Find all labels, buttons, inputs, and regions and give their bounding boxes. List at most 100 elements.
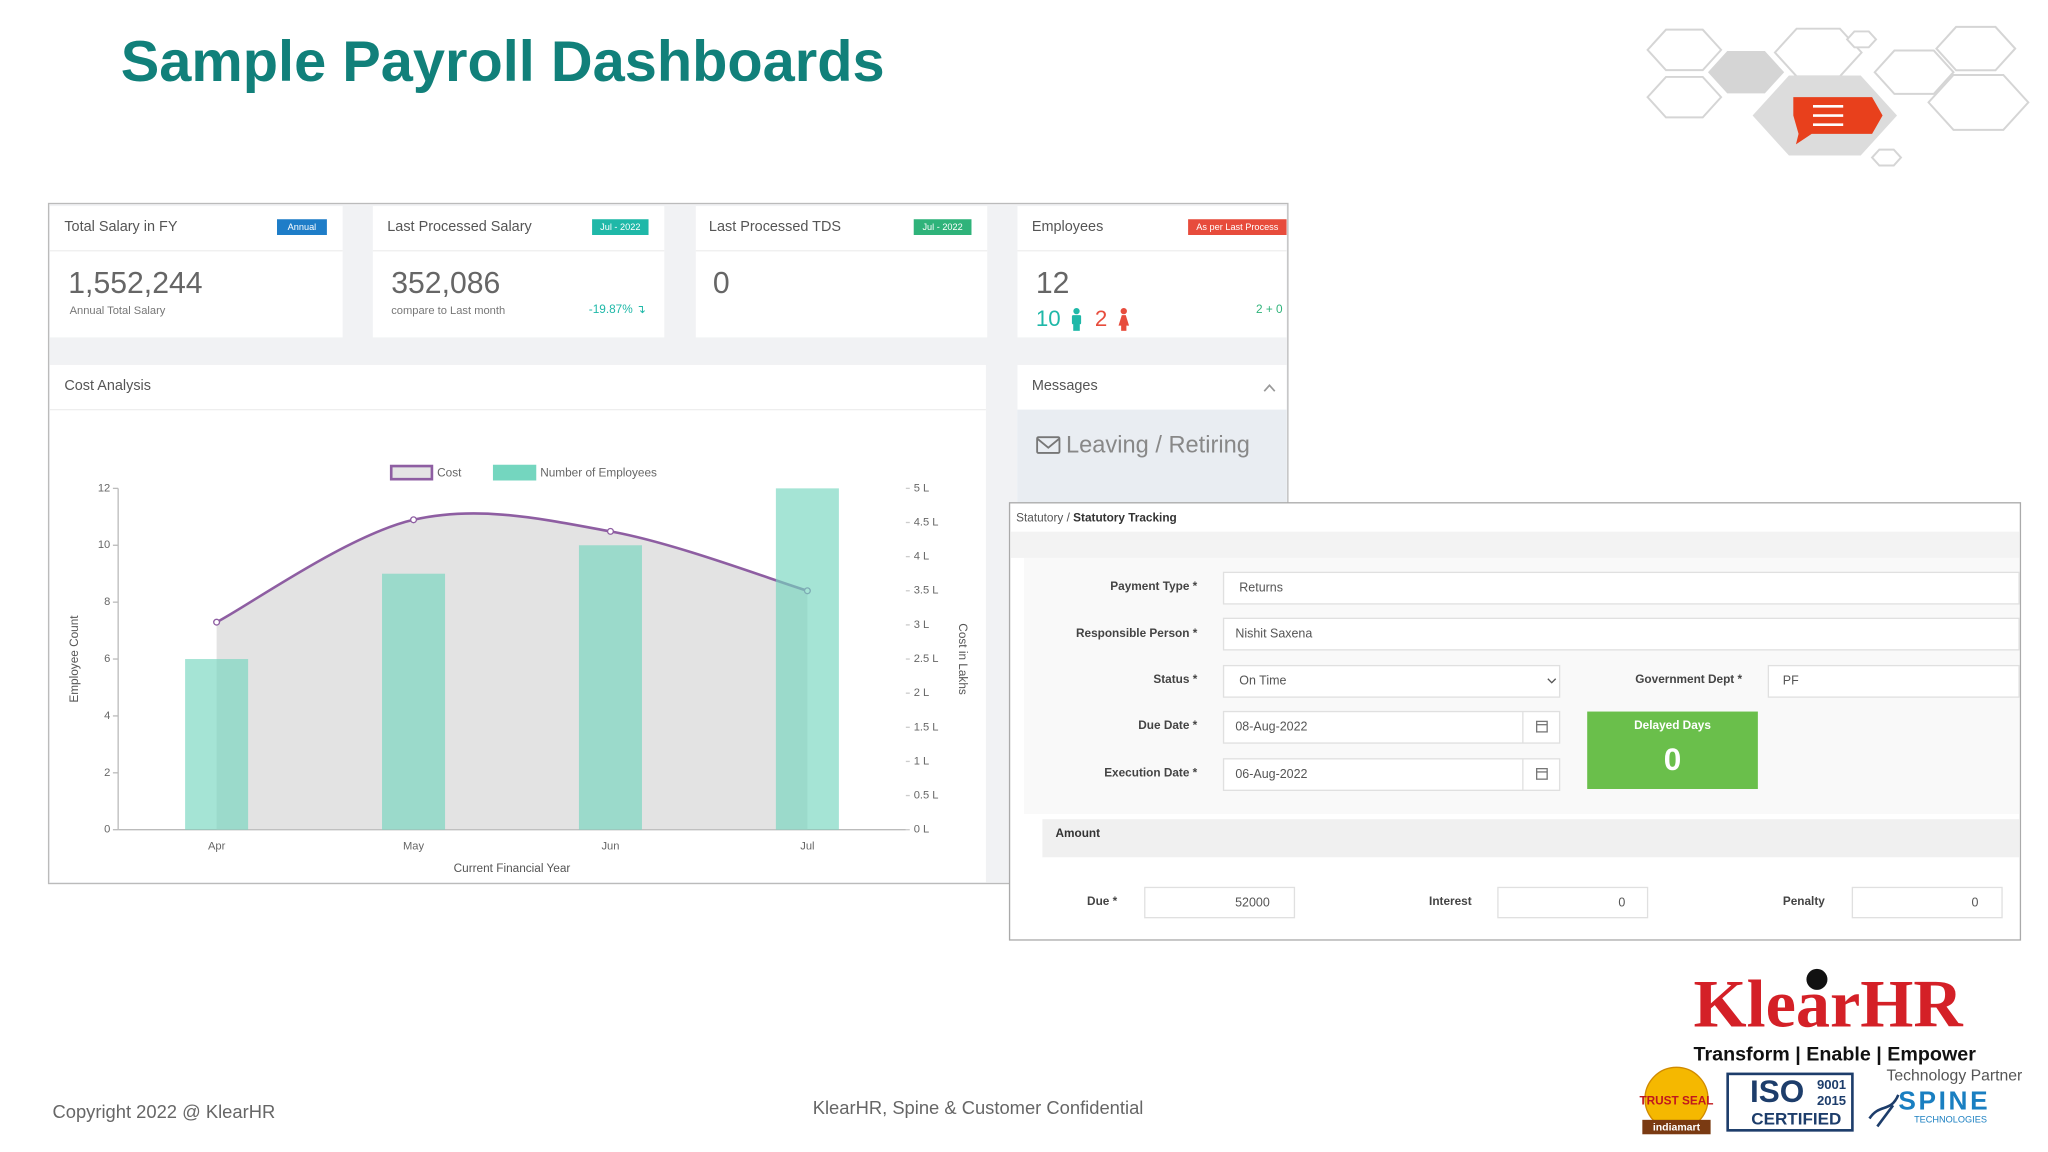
- input-value: Returns: [1239, 580, 1283, 594]
- y2-tick-label: 3.5 L: [914, 585, 939, 597]
- x-tick-label: Apr: [208, 841, 226, 853]
- field-label: Payment Type *: [1110, 579, 1197, 593]
- input[interactable]: [1767, 664, 2020, 698]
- field-label: Due Date *: [1138, 718, 1197, 732]
- female-icon: [1118, 307, 1130, 331]
- card-title: Employees: [1032, 219, 1103, 235]
- input[interactable]: [1222, 710, 1561, 744]
- card-caption: compare to Last month: [391, 305, 505, 317]
- calendar-icon[interactable]: [1536, 768, 1548, 780]
- card: Last Processed Salary Jul - 2022 352,086…: [372, 206, 665, 338]
- partner-label: Technology Partner: [1887, 1068, 2023, 1085]
- card-title: Last Processed Salary: [387, 219, 532, 235]
- hexagon: [1873, 49, 1955, 95]
- chat-icon: [1793, 97, 1883, 145]
- point: [213, 618, 221, 626]
- input[interactable]: [1144, 886, 1296, 919]
- card-value: 12: [1036, 267, 1070, 300]
- badge: [277, 219, 327, 235]
- y-tick-label: 6: [104, 653, 110, 665]
- card-caption: Annual Total Salary: [70, 305, 166, 317]
- hexagon: [1935, 25, 2017, 72]
- collapse-icon[interactable]: [1263, 384, 1276, 392]
- badge-text: Annual: [288, 222, 317, 232]
- field-label: Interest: [1429, 894, 1472, 908]
- slide-title: Sample Payroll Dashboards: [121, 30, 885, 94]
- line: [216, 512, 808, 624]
- hexagon: [1870, 148, 1903, 167]
- input[interactable]: [1497, 886, 1649, 919]
- message-item[interactable]: Leaving / Retiring: [1066, 433, 1250, 459]
- legend-label: Cost: [437, 465, 462, 479]
- spine-mark: [1868, 1094, 1900, 1128]
- input[interactable]: [1222, 617, 2020, 651]
- seal-ribbon: [1642, 1119, 1711, 1135]
- tagline: Transform | Enable | Empower: [1694, 1044, 1977, 1066]
- y-tick-label: 10: [98, 539, 110, 551]
- field-label: Due *: [1087, 894, 1118, 908]
- hexagon: [1845, 30, 1878, 49]
- bar: [382, 573, 446, 830]
- field-label: Execution Date *: [1104, 765, 1197, 779]
- y2-axis-label: Cost in Lakhs: [956, 623, 970, 695]
- panel-title: Cost Analysis: [64, 378, 151, 394]
- y2-tick-label: 3 L: [914, 619, 930, 631]
- logo-dot: [1806, 968, 1828, 990]
- y-axis-label: Employee Count: [67, 615, 81, 703]
- iso-badge: [1726, 1072, 1854, 1132]
- card-value: 352,086: [391, 267, 500, 300]
- hexagon: [1773, 27, 1863, 78]
- iso-text: ISO: [1750, 1073, 1804, 1109]
- input-value: 0: [1618, 896, 1625, 910]
- y-tick-label: 12: [98, 482, 110, 494]
- input[interactable]: [1222, 571, 2020, 605]
- y2-tick-label: 0 L: [914, 824, 930, 836]
- iso-certified: CERTIFIED: [1751, 1109, 1841, 1128]
- employee-extra: 2 + 0: [1256, 302, 1283, 316]
- field-label: Responsible Person *: [1076, 626, 1198, 640]
- point: [409, 516, 418, 524]
- strip: [1010, 531, 2020, 558]
- badge: [592, 219, 649, 235]
- select-arrow: [1547, 678, 1557, 684]
- input-value: 0: [1971, 896, 1978, 910]
- bar: [578, 545, 642, 830]
- iso-number: 9001: [1817, 1077, 1846, 1092]
- legend-swatch: [492, 464, 537, 481]
- field-label: Penalty: [1783, 894, 1825, 908]
- copyright: Copyright 2022 @ KlearHR: [53, 1101, 276, 1122]
- breadcrumb-current: Statutory Tracking: [1073, 511, 1177, 525]
- input-value: 08-Aug-2022: [1235, 720, 1307, 734]
- messages-body: [1017, 409, 1287, 503]
- card-change: -19.87% ↴: [589, 302, 646, 316]
- bar: [185, 659, 249, 830]
- card-value: 1,552,244: [68, 267, 202, 300]
- hexagon: [1927, 73, 2030, 131]
- legend-label: Number of Employees: [540, 465, 657, 479]
- y2-tick-label: 2.5 L: [914, 653, 939, 665]
- input[interactable]: [1222, 758, 1561, 791]
- input[interactable]: [1851, 886, 2003, 919]
- badge-text: As per Last Process: [1196, 222, 1278, 232]
- y2-tick-label: 4 L: [914, 551, 930, 563]
- x-tick-label: Jul: [800, 841, 814, 853]
- point: [606, 527, 615, 535]
- y2-tick-label: 4.5 L: [914, 516, 939, 528]
- card: Employees As per Last Process 12 10 2 2 …: [1017, 206, 1287, 338]
- male-count: 10: [1036, 306, 1061, 331]
- x-axis-label: Current Financial Year: [454, 861, 571, 875]
- amount-header: [1042, 819, 2020, 858]
- hexagon: [1707, 51, 1785, 94]
- spine-sub: TECHNOLOGIES: [1914, 1114, 1987, 1124]
- card: Last Processed TDS Jul - 2022 0: [695, 206, 988, 338]
- badge-text: Jul - 2022: [600, 222, 640, 232]
- calendar-icon[interactable]: [1536, 720, 1548, 733]
- hexagon-decoration: [1646, 25, 2030, 167]
- select[interactable]: [1222, 664, 1561, 698]
- iso-year: 2015: [1817, 1093, 1846, 1108]
- breadcrumb-parent[interactable]: Statutory /: [1016, 511, 1073, 525]
- panel-title: Messages: [1032, 378, 1098, 394]
- select-value: On Time: [1239, 674, 1286, 688]
